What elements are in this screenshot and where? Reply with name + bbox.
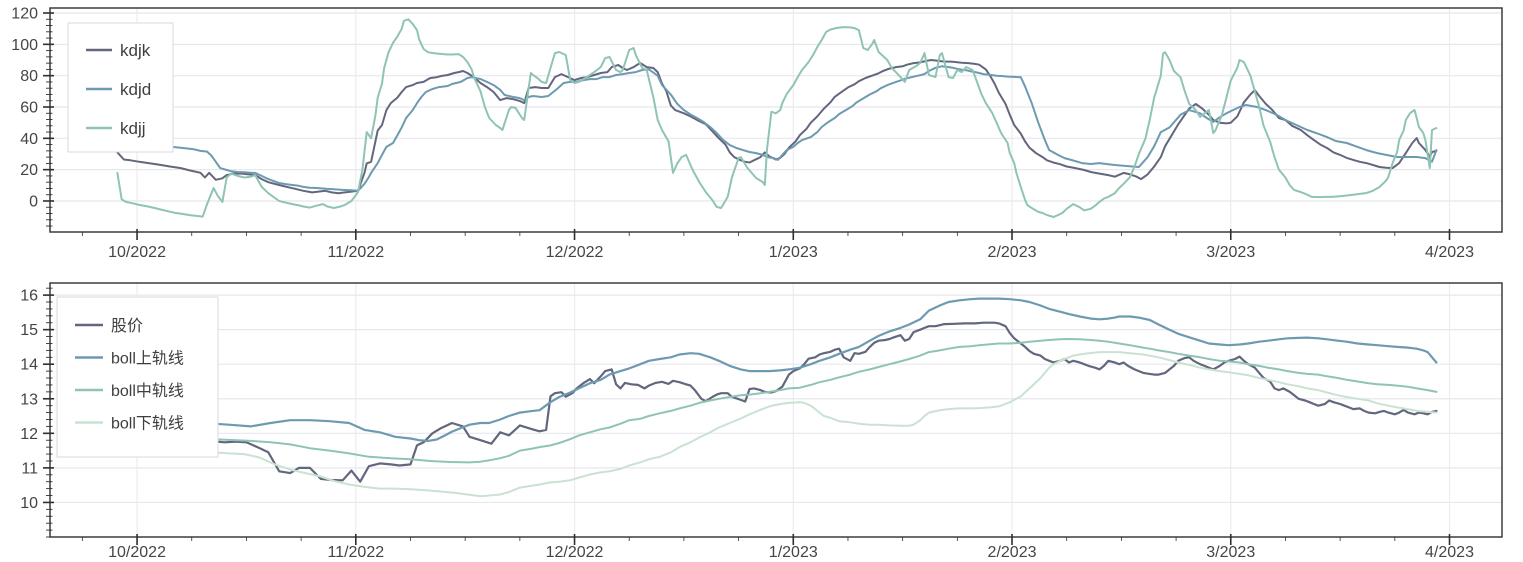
y-tick-label: 12 [20,426,38,443]
kdj-legend: kdjk kdjd kdjj [67,22,174,153]
legend-box [67,22,174,153]
y-tick-label: 11 [21,460,38,477]
x-tick-label: 10/2022 [108,544,166,561]
kdjd-line [171,65,1438,192]
y-tick-label: 40 [20,131,38,148]
x-tick-label: 11/2022 [327,544,384,561]
y-tick-label: 20 [20,162,38,179]
x-tick-label: 2/2023 [988,544,1037,561]
kdj-chart: 0 20 40 60 80 100 120 10/2022 11/2022 12/2022 1/20… [11,6,1503,261]
x-tick-label: 12/2022 [546,244,604,261]
boll中轨线-line [212,338,1438,464]
plot-border [49,282,1503,538]
股价-line [212,321,1438,483]
legend-label-boll下轨线: boll下轨线 [111,415,184,433]
legend-label-股价: 股价 [111,317,143,335]
y-tick-label: 15 [20,322,38,339]
x-tick-label: 4/2023 [1425,544,1474,561]
legend-label-kdjk: kdjk [120,41,151,60]
legend-label-boll中轨线: boll中轨线 [111,382,184,400]
x-tick-label: 2/2023 [988,244,1037,261]
kdjj-line [116,18,1438,218]
x-tick-label: 1/2023 [769,544,818,561]
y-tick-label: 120 [11,6,38,23]
y-tick-label: 0 [29,193,38,210]
y-tick-label: 14 [20,357,38,374]
x-tick-label: 11/2022 [327,244,384,261]
boll-legend: 股价 boll上轨线 boll中轨线 boll下轨线 [56,296,219,458]
x-tick-label: 4/2023 [1425,244,1474,261]
boll-chart: 10 11 12 13 14 15 16 10/2022 11/2022 12/2022 1/202… [20,282,1503,561]
plot-border [49,7,1503,233]
y-tick-label: 60 [20,99,38,116]
legend-box [56,296,219,458]
x-tick-label: 3/2023 [1206,244,1255,261]
boll下轨线-line [212,351,1438,498]
kdjk-line [116,59,1438,195]
y-tick-label: 16 [20,288,38,305]
y-tick-label: 13 [20,391,38,408]
y-tick-label: 100 [11,37,38,54]
boll上轨线-line [212,297,1438,442]
y-tick-label: 10 [20,495,38,512]
x-tick-label: 10/2022 [108,244,166,261]
y-tick-label: 80 [20,68,38,85]
x-tick-label: 1/2023 [769,244,818,261]
x-tick-label: 3/2023 [1206,544,1255,561]
legend-label-boll上轨线: boll上轨线 [111,350,184,368]
legend-label-kdjd: kdjd [120,80,151,99]
legend-label-kdjj: kdjj [120,119,146,138]
x-tick-label: 12/2022 [546,544,604,561]
